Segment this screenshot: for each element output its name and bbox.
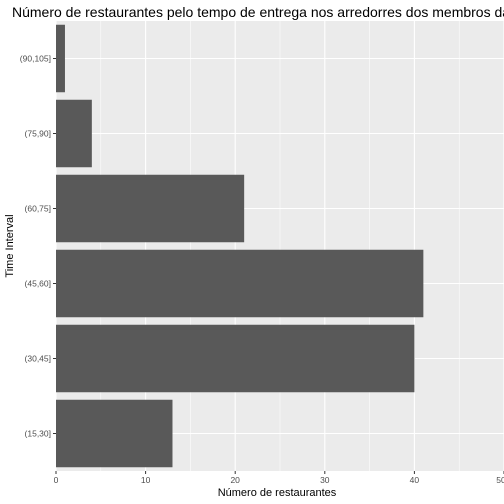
bar-45-60 (56, 249, 424, 318)
y-tick-label: (30,45] (25, 354, 51, 364)
bar-75-90 (56, 99, 92, 168)
x-axis-title: Número de restaurantes (218, 487, 337, 499)
x-tick-label: 40 (410, 475, 420, 485)
y-tick-label: (75,90] (25, 129, 51, 139)
x-tick-label: 50 (496, 475, 504, 485)
y-tick-label: (45,60] (25, 279, 51, 289)
y-tick-label: (15,30] (25, 429, 51, 439)
bars (56, 24, 424, 468)
y-axis-title: Time Interval (4, 214, 16, 277)
x-axis-ticks: 0 10 20 30 40 50 (54, 471, 504, 485)
x-tick-label: 10 (141, 475, 151, 485)
y-axis-ticks: (15,30] (30,45] (45,60] (60,75] (75,90] (90,1… (20, 54, 56, 439)
bar-30-45 (56, 324, 415, 393)
x-tick-label: 30 (320, 475, 330, 485)
bar-60-75 (56, 174, 245, 243)
bar-15-30 (56, 399, 173, 468)
grid-lines (55, 21, 504, 471)
y-tick-label: (60,75] (25, 204, 51, 214)
bar-90-105 (56, 24, 65, 93)
chart-title: Número de restaurantes pelo tempo de ent… (12, 4, 504, 20)
x-tick-label: 0 (54, 475, 59, 485)
x-tick-label: 20 (230, 475, 240, 485)
y-tick-label: (90,105] (20, 54, 51, 64)
